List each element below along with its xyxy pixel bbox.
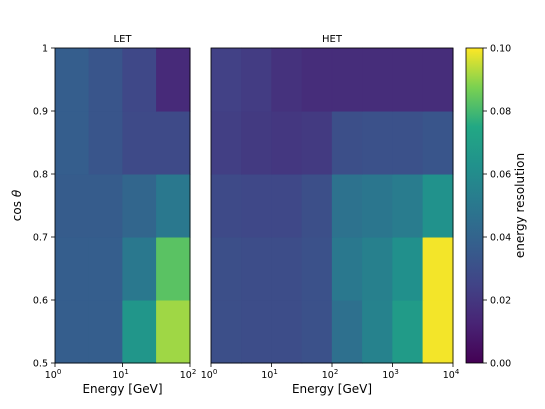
let-cell xyxy=(156,236,191,301)
y-tick-label: 0.8 xyxy=(33,170,48,181)
let-cell xyxy=(156,110,191,175)
het-cell xyxy=(331,47,363,112)
let-cell xyxy=(156,47,191,112)
let-cell xyxy=(54,110,90,175)
let-cell xyxy=(88,173,124,238)
let-x-tick-label: 100 xyxy=(45,368,62,381)
let-cell xyxy=(54,173,90,238)
het-cell xyxy=(241,173,273,238)
het-x-tick-label: 103 xyxy=(382,368,399,381)
let-x-axis-label: Energy [GeV] xyxy=(82,382,162,396)
colorbar-tick-label: 0.02 xyxy=(490,296,511,307)
let-cell xyxy=(88,236,124,301)
colorbar-label: energy resolution xyxy=(513,153,527,258)
het-cell xyxy=(210,299,242,364)
let-title: LET xyxy=(114,34,133,45)
het-cell xyxy=(362,47,394,112)
let-cell xyxy=(122,173,157,238)
let-x-ticks: 100 101 102 xyxy=(45,363,197,381)
let-cell xyxy=(156,299,191,364)
het-cell xyxy=(271,47,303,112)
het-cells xyxy=(210,47,454,364)
colorbar: 0.00 0.02 0.04 0.06 0.08 0.10 energy resoluti… xyxy=(465,44,527,370)
y-tick-label: 0.6 xyxy=(33,296,48,307)
het-cell xyxy=(331,173,363,238)
let-cell xyxy=(88,299,124,364)
het-cell xyxy=(241,47,273,112)
let-cell xyxy=(122,236,157,301)
let-cell xyxy=(88,110,124,175)
het-cell xyxy=(301,110,333,175)
het-cell xyxy=(271,236,303,301)
y-tick-label: 0.5 xyxy=(33,359,48,370)
het-cell xyxy=(392,173,424,238)
let-x-tick-label: 101 xyxy=(112,368,129,381)
het-cell xyxy=(241,236,273,301)
het-cell xyxy=(331,110,363,175)
let-x-tick-label: 102 xyxy=(180,368,197,381)
het-cell xyxy=(422,299,454,364)
het-x-ticks: 100 101 102 103 104 xyxy=(201,363,460,381)
colorbar-gradient xyxy=(465,47,484,364)
het-cell xyxy=(362,299,394,364)
het-cell xyxy=(362,110,394,175)
het-cell xyxy=(331,299,363,364)
colorbar-tick-label: 0.10 xyxy=(490,44,511,55)
let-cell xyxy=(122,110,157,175)
het-cell xyxy=(422,173,454,238)
het-x-tick-label: 101 xyxy=(261,368,278,381)
colorbar-tick-label: 0.06 xyxy=(490,170,511,181)
let-cell xyxy=(54,299,90,364)
het-cell xyxy=(422,236,454,301)
het-cell xyxy=(210,236,242,301)
het-cell xyxy=(241,110,273,175)
het-x-tick-label: 102 xyxy=(322,368,339,381)
let-cell xyxy=(122,299,157,364)
let-cell xyxy=(54,47,90,112)
let-cell xyxy=(156,173,191,238)
het-cell xyxy=(210,47,242,112)
het-title: HET xyxy=(322,34,343,45)
het-cell xyxy=(392,110,424,175)
het-cell xyxy=(301,47,333,112)
let-cell xyxy=(54,236,90,301)
het-cell xyxy=(301,173,333,238)
let-cell xyxy=(88,47,124,112)
het-x-tick-label: 100 xyxy=(201,368,218,381)
het-cell xyxy=(271,173,303,238)
y-tick-label: 0.7 xyxy=(33,233,48,244)
colorbar-ticks: 0.00 0.02 0.04 0.06 0.08 0.10 xyxy=(483,44,511,370)
het-cell xyxy=(331,236,363,301)
let-cells xyxy=(54,47,191,364)
het-heatmap-panel: HET 100 101 102 103 104 Energy [GeV] xyxy=(201,34,460,396)
het-cell xyxy=(362,173,394,238)
let-cell xyxy=(122,47,157,112)
let-heatmap-panel: LET 100 101 102 0.5 0.6 0.7 0.8 0.9 1 Energy [G… xyxy=(10,34,196,396)
y-tick-label: 1 xyxy=(42,44,48,55)
het-cell xyxy=(362,236,394,301)
let-y-ticks: 0.5 0.6 0.7 0.8 0.9 1 xyxy=(33,44,55,370)
het-cell xyxy=(210,110,242,175)
het-cell xyxy=(301,299,333,364)
y-axis-label: cos θ xyxy=(10,189,24,221)
het-cell xyxy=(210,173,242,238)
colorbar-tick-label: 0.00 xyxy=(490,359,511,370)
het-x-axis-label: Energy [GeV] xyxy=(292,382,372,396)
colorbar-tick-label: 0.08 xyxy=(490,107,511,118)
het-x-tick-label: 104 xyxy=(443,368,460,381)
het-cell xyxy=(301,236,333,301)
het-cell xyxy=(241,299,273,364)
colorbar-tick-label: 0.04 xyxy=(490,233,511,244)
het-cell xyxy=(271,110,303,175)
het-cell xyxy=(392,236,424,301)
y-tick-label: 0.9 xyxy=(33,107,48,118)
het-cell xyxy=(271,299,303,364)
het-cell xyxy=(392,47,424,112)
het-cell xyxy=(422,110,454,175)
het-cell xyxy=(392,299,424,364)
het-cell xyxy=(422,47,454,112)
